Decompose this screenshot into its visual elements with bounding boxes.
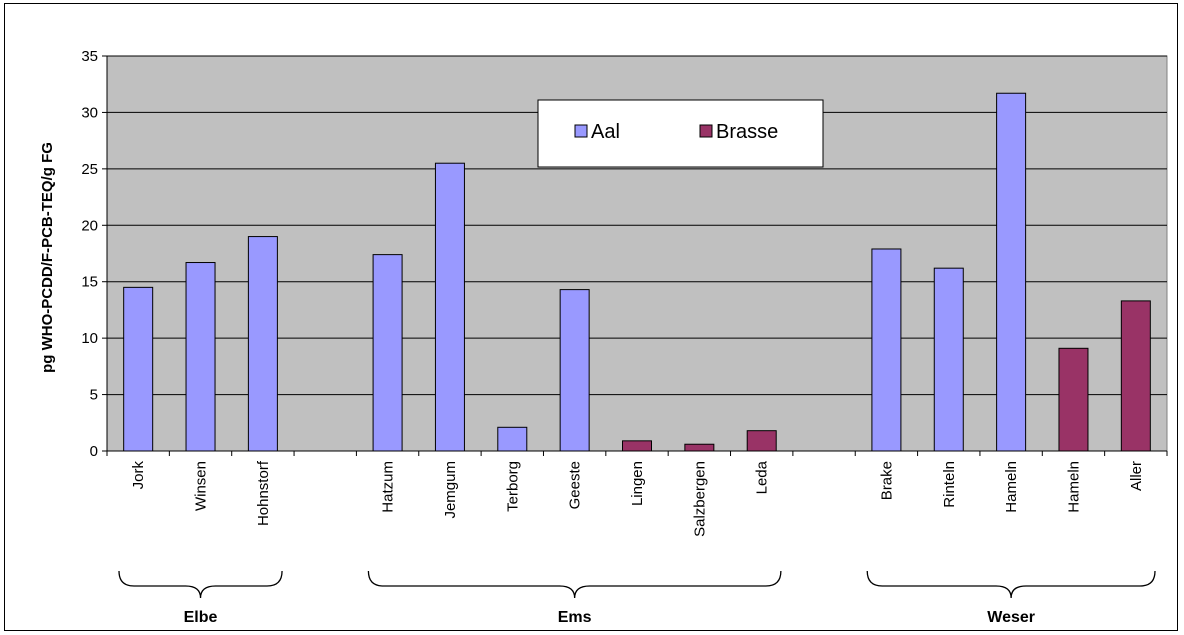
bar-aal xyxy=(996,92,1027,452)
y-tick-label: 10 xyxy=(81,330,98,347)
category-label: Jork xyxy=(130,461,147,490)
category-label: Salzbergen xyxy=(691,461,708,537)
category-label: Hatzum xyxy=(380,461,397,513)
bar-aal xyxy=(434,162,465,452)
group-brace xyxy=(118,570,283,599)
category-label: Geeste xyxy=(567,461,584,509)
y-axis-label: pg WHO-PCDD/F-PCB-TEQ/g FG xyxy=(39,142,56,373)
bar-aal xyxy=(372,254,403,452)
y-tick-label: 25 xyxy=(81,161,98,178)
group-label: Elbe xyxy=(184,609,218,626)
category-label: Hohnstorf xyxy=(255,460,272,526)
category-label: Leda xyxy=(754,460,771,494)
category-label: Lingen xyxy=(629,461,646,506)
bar-brasse xyxy=(684,443,715,452)
bar-brasse xyxy=(746,430,777,452)
gridlines xyxy=(107,55,1167,396)
y-tick-label: 15 xyxy=(81,274,98,291)
group-brace xyxy=(367,570,782,599)
bar-aal xyxy=(185,262,216,452)
category-label: Terborg xyxy=(504,461,521,512)
category-label: Jemgum xyxy=(442,461,459,519)
group-label: Weser xyxy=(987,609,1035,626)
legend: Aal Brasse xyxy=(537,99,824,168)
y-tick-label: 5 xyxy=(90,387,98,404)
bar-aal xyxy=(247,236,278,452)
group-brace xyxy=(866,570,1156,599)
bars xyxy=(123,92,1151,452)
bar-aal xyxy=(559,289,590,452)
category-labels: Jork Winsen Hohnstorf Hatzum Jemgum Terborg Ge… xyxy=(130,460,1145,537)
category-label: Winsen xyxy=(193,461,210,511)
category-label: Brake xyxy=(878,461,895,500)
legend-label: Brasse xyxy=(716,121,778,143)
category-label: Hameln xyxy=(1065,461,1082,513)
group-label: Ems xyxy=(558,609,592,626)
y-tick-label: 20 xyxy=(81,217,98,234)
category-label: Hameln xyxy=(1003,461,1020,513)
bar-brasse xyxy=(1120,300,1151,452)
y-tick-label: 0 xyxy=(90,443,98,460)
bar-aal xyxy=(933,267,964,452)
axes: 0 5 10 15 20 25 30 35 xyxy=(81,48,1168,460)
bar-brasse xyxy=(622,440,652,452)
category-label: Aller xyxy=(1128,461,1145,491)
legend-swatch xyxy=(574,124,588,138)
bar-brasse xyxy=(1058,347,1089,452)
y-tick-label: 35 xyxy=(81,48,98,65)
y-tick-label: 30 xyxy=(81,104,98,121)
category-label: Rinteln xyxy=(941,461,958,508)
bar-aal xyxy=(123,286,154,452)
legend-label: Aal xyxy=(591,121,620,143)
bar-aal xyxy=(871,248,902,452)
legend-swatch xyxy=(699,124,713,138)
group-labels: Elbe Ems Weser xyxy=(118,570,1156,626)
bar-aal xyxy=(497,426,528,452)
